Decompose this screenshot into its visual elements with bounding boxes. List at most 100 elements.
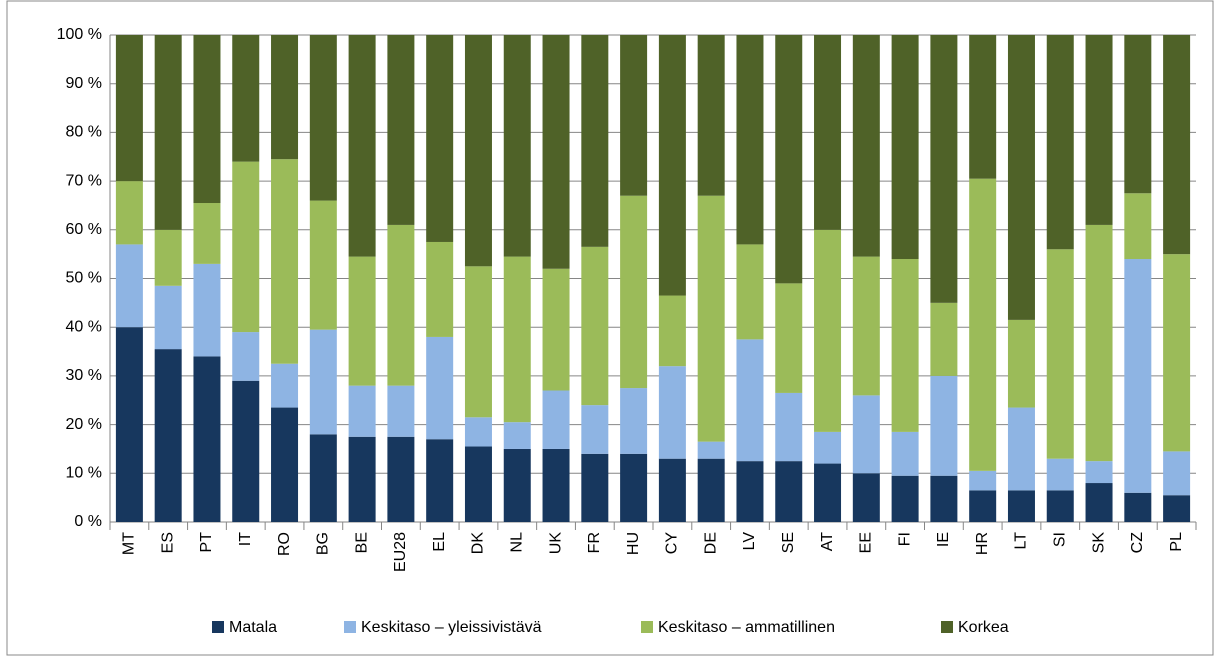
bar-segment <box>1046 249 1074 459</box>
bar-segment <box>1007 407 1035 491</box>
x-tick-label: UK <box>547 532 564 555</box>
y-tick-label: 0 % <box>74 513 102 530</box>
x-tick-label: EL <box>431 532 448 552</box>
y-tick-label: 20 % <box>66 416 102 433</box>
y-tick-label: 70 % <box>66 172 102 189</box>
x-tick-label: FR <box>586 532 603 553</box>
bar-segment <box>930 475 958 522</box>
y-tick-label: 60 % <box>66 221 102 238</box>
bar-segment <box>1085 224 1113 462</box>
bar-segment <box>387 436 415 522</box>
bar-segment <box>232 35 260 162</box>
bar-segment <box>969 178 997 471</box>
bar-segment <box>1124 193 1152 260</box>
x-tick-label: EU28 <box>392 532 409 572</box>
bar-segment <box>852 35 880 257</box>
bar-segment <box>814 229 842 432</box>
bar-segment <box>1007 490 1035 522</box>
bar-segment <box>658 458 686 522</box>
bar-segment <box>154 349 182 522</box>
bar-segment <box>271 35 299 160</box>
bar-segment <box>814 463 842 522</box>
bar-segment <box>891 431 919 476</box>
bar-segment <box>387 224 415 386</box>
bar-segment <box>969 490 997 522</box>
bar-segment <box>426 241 454 337</box>
bar-segment <box>658 295 686 367</box>
bar-segment <box>464 266 492 418</box>
bar-segment <box>426 35 454 242</box>
x-tick-label: RO <box>276 532 293 556</box>
y-tick-label: 40 % <box>66 318 102 335</box>
bar-segment <box>115 35 143 182</box>
bar-segment <box>1007 35 1035 320</box>
legend-swatch <box>344 621 356 633</box>
bar-segment <box>1163 35 1191 255</box>
bar-segment <box>309 200 337 330</box>
bar-segment <box>930 375 958 476</box>
legend-label: Keskitaso – ammatillinen <box>658 619 835 636</box>
x-tick-label: IT <box>237 532 254 546</box>
bar-segment <box>309 35 337 201</box>
bar-segment <box>426 439 454 522</box>
x-tick-label: DK <box>470 532 487 555</box>
bar-segment <box>775 35 803 284</box>
x-tick-label: LV <box>741 532 758 551</box>
bar-segment <box>620 195 648 389</box>
bar-segment <box>464 35 492 267</box>
bar-segment <box>1085 483 1113 522</box>
bar-segment <box>891 475 919 522</box>
bar-segment <box>891 35 919 260</box>
bar-segment <box>697 441 725 459</box>
x-tick-label: HU <box>625 532 642 555</box>
bar-segment <box>503 422 531 449</box>
bar-segment <box>271 407 299 522</box>
legend-label: Korkea <box>958 619 1009 636</box>
legend-swatch <box>641 621 653 633</box>
bar-segment <box>1124 492 1152 522</box>
bar-segment <box>581 246 609 406</box>
bar-segment <box>1046 458 1074 491</box>
bar-segment <box>542 268 570 391</box>
x-tick-label: DE <box>702 532 719 554</box>
x-tick-label: IE <box>935 532 952 547</box>
bar-segment <box>736 35 764 245</box>
bar-segment <box>697 195 725 442</box>
bar-segment <box>1085 35 1113 225</box>
bar-segment <box>620 453 648 522</box>
bar-segment <box>387 385 415 437</box>
legend-swatch <box>212 621 224 633</box>
bar-segment <box>193 35 221 204</box>
bar-segment <box>852 256 880 396</box>
bar-segment <box>697 35 725 196</box>
bar-segment <box>348 35 376 257</box>
bar-segment <box>542 448 570 522</box>
y-tick-label: 50 % <box>66 270 102 287</box>
bar-segment <box>387 35 415 225</box>
bar-segment <box>542 390 570 449</box>
bar-segment <box>271 363 299 408</box>
bar-segment <box>309 329 337 435</box>
bar-segment <box>1046 490 1074 522</box>
x-tick-label: FI <box>896 532 913 546</box>
bar-segment <box>1163 451 1191 496</box>
x-tick-label: ES <box>159 532 176 553</box>
bar-segment <box>581 453 609 522</box>
bar-segment <box>1163 495 1191 522</box>
bar-segment <box>581 405 609 454</box>
bar-segment <box>775 283 803 393</box>
bar-segment <box>348 436 376 522</box>
bar-segment <box>503 448 531 522</box>
bar-segment <box>1124 35 1152 194</box>
bar-segment <box>193 203 221 264</box>
bar-segment <box>697 458 725 522</box>
bar-segment <box>775 392 803 462</box>
bar-segment <box>309 434 337 522</box>
x-tick-label: BG <box>315 532 332 555</box>
bar-segment <box>115 244 143 328</box>
bar-segment <box>736 339 764 462</box>
bar-segment <box>464 417 492 447</box>
bar-segment <box>1085 461 1113 484</box>
legend-label: Keskitaso – yleissivistävä <box>361 619 542 636</box>
y-tick-label: 80 % <box>66 124 102 141</box>
